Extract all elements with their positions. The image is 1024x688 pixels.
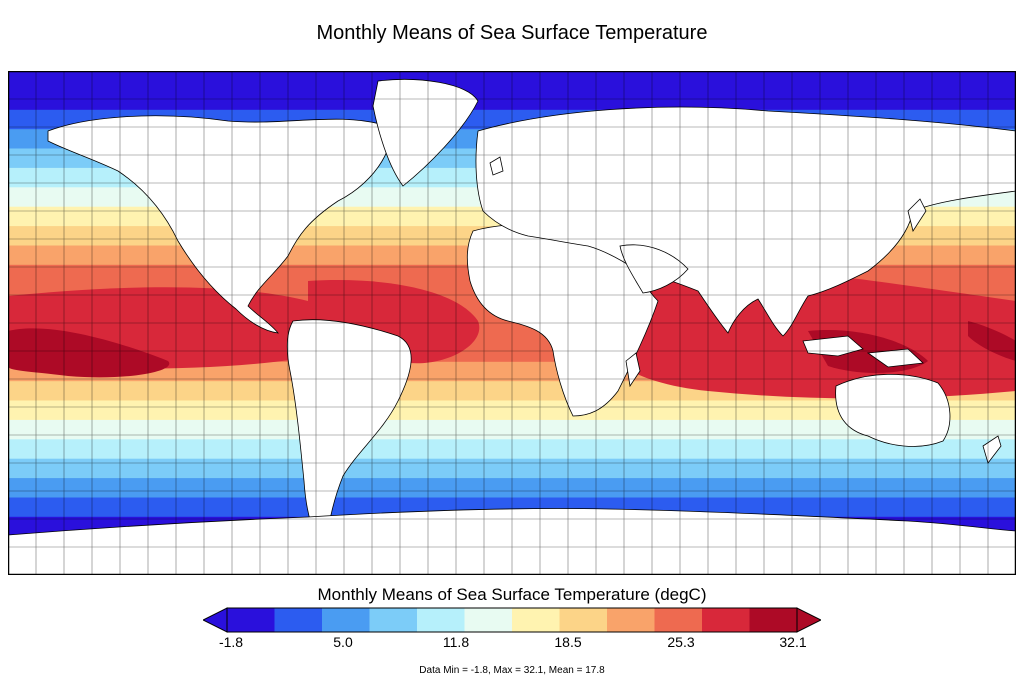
arabian-peninsula [619, 244, 689, 294]
colorbar-cell [227, 608, 275, 632]
map-frame [8, 71, 1016, 575]
data-statistics: Data Min = -1.8, Max = 32.1, Mean = 17.8 [419, 665, 605, 676]
colorbar-cell [512, 608, 560, 632]
colorbar-cell [417, 608, 465, 632]
uk-ireland [489, 156, 504, 176]
colorbar-cell [749, 608, 798, 632]
colorbar-cell [369, 608, 418, 632]
australia [835, 373, 951, 447]
central-pacific-hot-spot [8, 328, 170, 378]
colorbar-tick-label: 11.8 [442, 634, 470, 650]
new-zealand [982, 435, 1002, 464]
south-america [286, 319, 412, 547]
colorbar-tick-label: 32.1 [779, 634, 807, 650]
greenland [372, 79, 479, 187]
colorbar-tick-label: -1.8 [218, 634, 244, 650]
madagascar [625, 352, 641, 388]
colorbar-min-arrow [203, 607, 228, 633]
colorbar-cell [654, 608, 703, 632]
colorbar-cell [464, 608, 513, 632]
colorbar-tick-label: 5.0 [333, 634, 353, 650]
colorbar-tick-label: 18.5 [554, 634, 582, 650]
colorbar-cells [226, 607, 798, 633]
colorbar-cell [559, 608, 608, 632]
colorbar-title: Monthly Means of Sea Surface Temperature… [317, 585, 707, 604]
colorbar-max-arrow [796, 607, 821, 633]
north-america [47, 115, 391, 334]
page-title: Monthly Means of Sea Surface Temperature [316, 22, 708, 44]
colorbar-tick-label: 25.3 [667, 634, 695, 650]
colorbar-cell [702, 608, 750, 632]
colorbar-cell [274, 608, 323, 632]
colorbar [203, 607, 821, 633]
colorbar-cell [322, 608, 370, 632]
sst-map [8, 71, 1016, 575]
colorbar-cell [607, 608, 655, 632]
atlantic-warm-pool [308, 280, 480, 364]
graticule [8, 71, 1016, 575]
